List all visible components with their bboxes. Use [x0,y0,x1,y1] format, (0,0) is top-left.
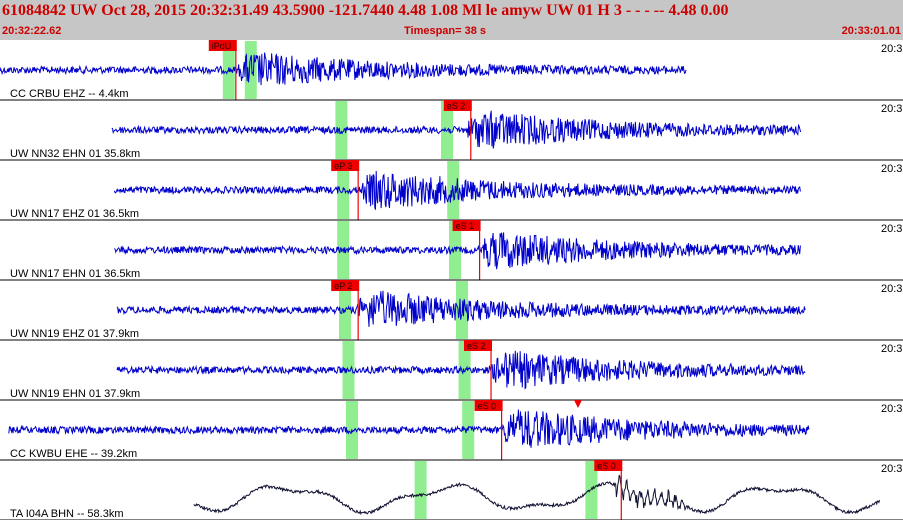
timespan: Timespan= 38 s [404,25,487,37]
pick-window [458,341,471,399]
event-info: 61084842 UW Oct 28, 2015 20:32:31.49 43.… [2,2,729,19]
trace-label: UW NN17 EHN 01 36.5km [10,268,141,280]
trace-label: UW NN32 EHN 01 35.8km [10,148,141,160]
event-header: 61084842 UW Oct 28, 2015 20:32:31.49 43.… [0,0,903,40]
waveform [116,350,806,390]
waveform [113,170,801,211]
trace-row[interactable]: iPdU [0,40,903,101]
pick-flag[interactable] [464,340,492,351]
pick-window [414,461,427,519]
trace-row[interactable]: eS 0 [0,400,903,461]
trace-label: TA I04A BHN -- 58.3km [10,508,124,520]
pick-window [449,221,461,279]
waveform [114,232,801,270]
pick-flag-label: eS 1 [456,221,475,231]
pick-flag[interactable] [443,100,472,111]
pick-window [339,281,351,339]
trace-label: UW NN19 EHZ 01 37.9km [10,328,139,340]
trace-side-time: 20:3 [881,463,903,475]
trace-side-time: 20:3 [881,403,903,415]
pick-flag-label: eP 3 [334,161,352,171]
waveform [193,474,881,516]
trace-label: UW NN19 EHN 01 37.9km [10,388,141,400]
pick-window [585,461,598,519]
end-time: 20:33:01.01 [841,25,901,37]
trace-row[interactable]: eS 0 [0,460,903,520]
trace-side-time: 20:3 [881,223,903,235]
pick-flag-label: eS 0 [597,461,616,471]
pick-flag-label: eS 0 [478,401,497,411]
start-time: 20:32:22.62 [2,25,62,37]
trace-side-time: 20:3 [881,283,903,295]
waveform [0,52,687,86]
pick-window [335,101,348,159]
trace-row[interactable]: eP 2 [0,280,903,341]
trace-label: CC KWBU EHE -- 39.2km [10,448,138,460]
pick-flag[interactable] [331,160,360,171]
pick-flag-label: eS 2 [467,341,486,351]
pick-flag-label: eS 2 [447,101,466,111]
trace-label: CC CRBU EHZ -- 4.4km [10,88,129,100]
trace-row[interactable]: eS 1 [0,220,903,281]
pick-flag-label: eP 2 [334,281,352,291]
trace-side-time: 20:3 [881,103,903,115]
waveform [8,409,810,448]
pick-flag[interactable] [208,40,237,51]
trace-row[interactable]: eS 2 [0,100,903,161]
waveform [116,290,806,327]
pick-flag-label: iPdU [212,41,232,51]
trace-side-time: 20:3 [881,343,903,355]
trace-side-time: 20:3 [881,43,903,55]
trace-side-time: 20:3 [881,163,903,175]
pick-flag[interactable] [594,460,623,471]
cursor-marker-icon [574,400,582,408]
trace-row[interactable]: eS 2 [0,340,903,401]
waveform [111,110,802,149]
pick-flag[interactable] [474,400,503,411]
pick-flag[interactable] [331,280,360,291]
trace-label: UW NN17 EHZ 01 36.5km [10,208,139,220]
trace-row[interactable]: eP 3 [0,160,903,221]
pick-flag[interactable] [452,220,481,231]
pick-window [244,41,257,99]
